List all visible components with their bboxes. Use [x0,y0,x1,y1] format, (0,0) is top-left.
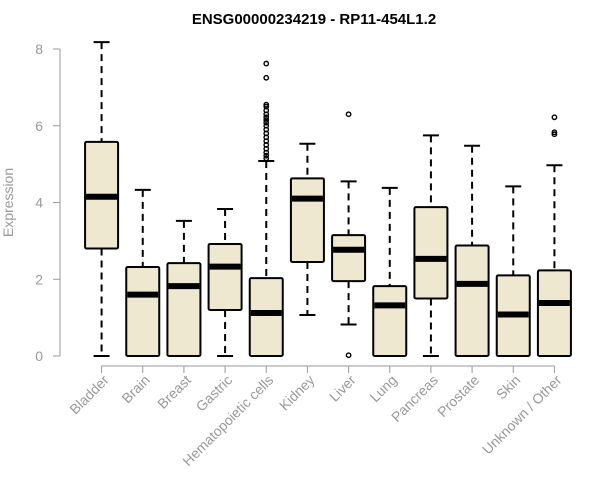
box-gastric [207,208,243,357]
outlier-point [551,131,558,138]
x-tick-label: Prostate [434,372,482,420]
iqr-box [166,262,202,358]
box-hematopoietic-cells [248,60,284,358]
y-tick-label: 2 [35,271,43,287]
x-tick-label: Skin [493,372,524,403]
iqr-box [372,285,408,357]
box-breast [166,219,202,358]
y-tick-label: 0 [35,348,43,364]
y-tick-label: 8 [35,41,43,57]
outlier-point [263,103,270,110]
x-tick-label: Breast [154,372,194,412]
outlier-point [551,114,558,121]
y-tick-label: 6 [35,118,43,134]
box-skin [495,185,531,358]
box-lung [372,186,408,357]
outlier-point [263,117,270,123]
box-series [84,41,572,359]
outlier-point [551,129,558,136]
x-tick-label: Lung [367,372,400,405]
outlier-point [263,155,270,162]
iqr-box [125,265,161,357]
outlier-point [345,111,352,118]
outlier-point [263,101,270,108]
y-axis-label: Expression [0,168,16,237]
x-tick-label: Liver [326,372,359,405]
box-kidney [289,142,325,316]
outlier-point [263,60,270,67]
outlier-point [263,122,270,129]
iqr-box [413,206,449,300]
outlier-point [345,352,352,359]
box-unknown-other [536,114,572,357]
iqr-box [536,269,572,357]
box-brain [125,188,161,357]
x-tick-label: Bladder [66,372,112,418]
chart-title: ENSG00000234219 - RP11-454L1.2 [192,11,436,28]
outlier-point [263,119,270,126]
iqr-box [207,242,243,311]
iqr-box [454,244,490,357]
outlier-point [263,152,270,159]
box-prostate [454,144,490,357]
iqr-box [331,234,367,283]
box-liver [331,111,367,359]
x-tick-label: Kidney [276,372,318,414]
y-axis: 0 2 4 6 8 [35,41,61,364]
iqr-box [248,277,284,358]
box-pancreas [413,134,449,357]
y-tick-label: 4 [35,195,43,211]
iqr-box [289,177,325,263]
x-tick-label: Brain [118,372,152,406]
outlier-point [263,74,270,81]
box-bladder [84,41,120,357]
outlier-point [263,114,270,121]
